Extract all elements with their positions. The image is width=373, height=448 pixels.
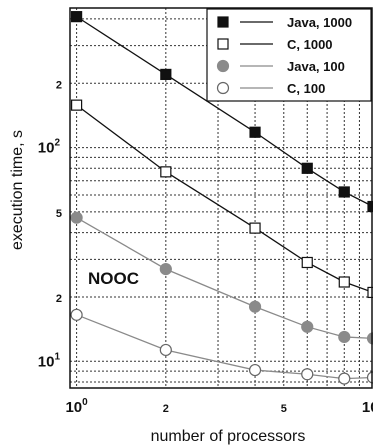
- data-point: [71, 99, 83, 111]
- y-tick-label: 102: [38, 138, 61, 157]
- y-tick-label: 5: [56, 208, 62, 220]
- y-tick-label: 2: [56, 79, 62, 91]
- data-point: [160, 166, 172, 178]
- data-point: [159, 263, 172, 276]
- data-point: [338, 330, 351, 344]
- ticks: 100 2 5 101 101 2 5 102 2: [38, 79, 373, 416]
- series-layer: [70, 11, 373, 385]
- data-point: [367, 286, 373, 299]
- legend-label: C, 100: [287, 81, 325, 96]
- data-point: [71, 11, 83, 23]
- y-tick-label: 2: [56, 293, 62, 305]
- x-tick-label: 2: [163, 403, 169, 415]
- data-point: [301, 162, 313, 174]
- legend-label: Java, 100: [287, 59, 345, 74]
- x-axis-label: number of processors: [151, 428, 306, 445]
- series-1: [71, 99, 373, 299]
- x-tick-label: 101: [362, 397, 373, 416]
- plot-frame: [69, 7, 373, 389]
- data-point: [249, 126, 261, 138]
- legend-marker: [216, 59, 230, 73]
- x-tick-label: 5: [281, 403, 287, 415]
- legend-box: [206, 8, 372, 102]
- annotation-nooc: NOOC: [88, 269, 139, 288]
- data-point: [367, 200, 373, 213]
- legend-marker: [217, 38, 229, 50]
- data-point: [301, 368, 314, 381]
- data-point: [70, 308, 83, 321]
- y-tick-label: 101: [38, 351, 61, 370]
- data-point: [338, 186, 350, 198]
- legend-label: Java, 1000: [287, 15, 352, 30]
- data-point: [338, 276, 350, 288]
- legend: Java, 1000 C, 1000 Java, 100 C, 100: [206, 8, 372, 102]
- legend-marker: [217, 16, 229, 28]
- legend-marker: [216, 81, 230, 95]
- series-3: [70, 308, 373, 385]
- data-point: [248, 363, 262, 377]
- data-point: [301, 320, 314, 333]
- data-point: [248, 300, 262, 313]
- series-line: [76, 104, 373, 294]
- legend-label: C, 1000: [287, 37, 333, 52]
- series-2: [70, 211, 373, 345]
- data-point: [159, 343, 172, 357]
- data-point: [338, 372, 351, 385]
- data-point: [301, 256, 313, 269]
- y-axis-label: execution time, s: [9, 130, 26, 250]
- series-line: [76, 314, 373, 380]
- data-point: [160, 68, 172, 81]
- data-point: [249, 222, 261, 234]
- x-tick-label: 100: [65, 397, 88, 416]
- series-0: [71, 11, 373, 213]
- data-point: [70, 211, 83, 224]
